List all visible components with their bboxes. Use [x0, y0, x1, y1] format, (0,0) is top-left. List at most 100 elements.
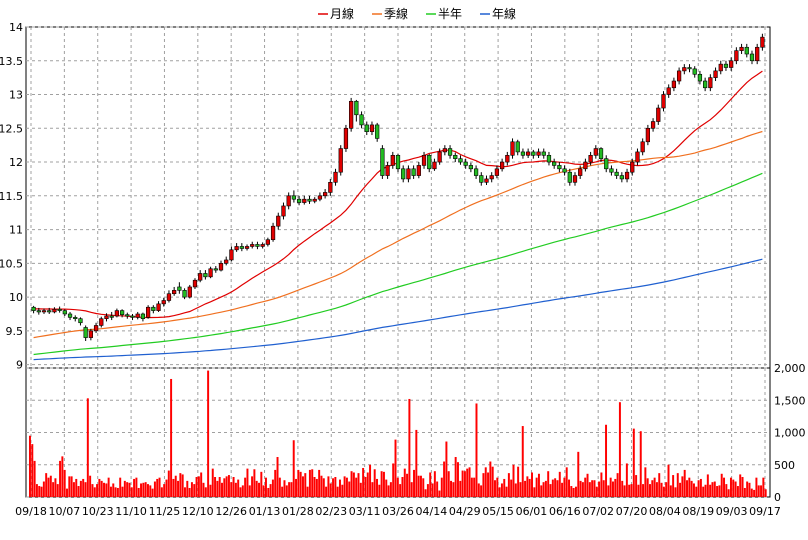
volume-bar [459, 480, 462, 497]
volume-bar [588, 482, 591, 497]
volume-bar [445, 441, 448, 497]
volume-bar [82, 478, 85, 497]
candle-body [406, 168, 411, 180]
volume-bar [116, 487, 119, 497]
volume-bar [237, 479, 240, 497]
volume-bar [561, 482, 564, 497]
volume-bar [477, 483, 480, 497]
volume-bar [325, 486, 328, 497]
volume-bar [616, 473, 619, 497]
volume-bar [144, 482, 147, 497]
volume-bar [281, 486, 284, 497]
volume-bar [218, 477, 221, 497]
volume-axis-ticks: 0 500 1,000 1,500 2,000 [774, 362, 806, 504]
volume-bar [359, 482, 362, 497]
volume-bar [531, 472, 533, 497]
volume-bar [542, 482, 545, 497]
volume-bar [98, 478, 101, 497]
volume-bar [184, 487, 186, 497]
candle-body [385, 165, 390, 176]
volume-bar [200, 472, 203, 497]
volume-bar [292, 440, 295, 497]
candle-body [578, 168, 583, 176]
volume-bar [482, 473, 485, 497]
candle-body [598, 148, 604, 159]
candle-body [635, 151, 640, 163]
candle-body [312, 198, 317, 202]
candle-body [390, 154, 395, 166]
candle-body [229, 249, 234, 261]
volume-bar [357, 473, 360, 497]
candle-body [218, 263, 224, 271]
volume-bar [109, 486, 112, 497]
candle-body [182, 290, 187, 298]
date-label: 07/20 [616, 505, 648, 518]
candle-body [624, 171, 630, 180]
volume-bar [52, 482, 55, 497]
candle-body [47, 310, 52, 313]
volume-bar [454, 457, 457, 497]
volume-bar [505, 486, 508, 497]
volume-bar [679, 482, 682, 497]
price-tick-label: 12.5 [0, 122, 23, 135]
volume-bar [537, 473, 540, 497]
volume-bar [466, 468, 469, 497]
volume-bar [311, 469, 314, 497]
date-label: 11/25 [149, 505, 181, 518]
candle-body [552, 161, 557, 166]
volume-bar [450, 480, 453, 497]
volume-bar [255, 480, 258, 497]
volume-bar [128, 482, 131, 497]
date-label: 06/01 [516, 505, 548, 518]
candle-body [463, 161, 468, 166]
volume-bar [760, 485, 763, 497]
volume-bar [757, 485, 760, 497]
volume-bar [248, 485, 251, 497]
volume-bar [158, 477, 161, 497]
candle-body [515, 141, 520, 153]
volume-bar [646, 478, 649, 497]
candle-body [255, 244, 260, 247]
candle-body [354, 100, 359, 116]
volume-bar [399, 484, 402, 497]
candle-body [671, 80, 677, 89]
candle-body [73, 317, 78, 320]
candle-body [104, 315, 109, 320]
candle-body [78, 318, 83, 324]
price-axis-ticks: 9 9.5 10 10.5 11 11.5 12 12.5 13 13.5 14 [0, 21, 23, 372]
volume-bar [429, 472, 432, 497]
candle-body [198, 273, 203, 281]
candle-body [421, 154, 427, 166]
volume-bar [475, 403, 478, 497]
volume-bar [734, 481, 737, 497]
volume-bar [461, 470, 464, 497]
candle-body [645, 127, 650, 143]
volume-bar [570, 486, 573, 497]
volume-bar [503, 478, 506, 497]
volume-bar [297, 469, 300, 497]
date-label: 02/23 [315, 505, 347, 518]
candle-body [276, 215, 281, 227]
candle-body [713, 70, 718, 78]
candle-body [151, 306, 156, 311]
volume-bar [209, 484, 212, 497]
volume-bar [723, 477, 726, 497]
candle-body [349, 100, 354, 129]
volume-bar [214, 477, 217, 497]
volume-bar [348, 481, 351, 497]
volume-bar [389, 482, 392, 497]
candle-body [489, 175, 494, 180]
candle-body [41, 310, 47, 313]
volume-bar [683, 469, 686, 497]
volume-bar [274, 469, 277, 497]
candle-body [338, 148, 343, 173]
volume-bar [540, 485, 543, 497]
volume-bar [93, 487, 96, 497]
candle-body [531, 151, 536, 156]
candle-body [744, 46, 749, 55]
candle-body [119, 310, 125, 315]
volume-bar [547, 471, 550, 497]
volume-bar [746, 481, 749, 497]
price-tick-label: 11.5 [0, 190, 23, 203]
candle-body [369, 124, 375, 132]
